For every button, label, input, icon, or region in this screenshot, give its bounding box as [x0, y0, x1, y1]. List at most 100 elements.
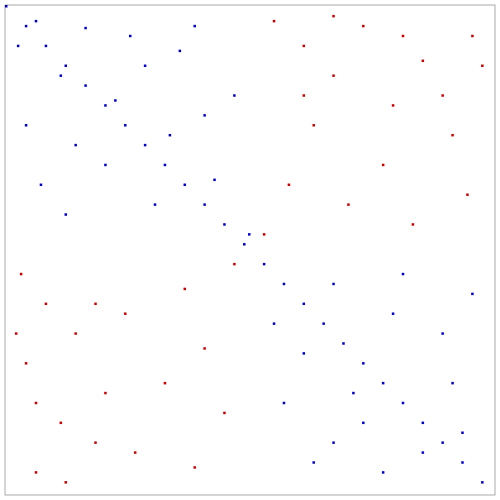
matrix-entry [133, 451, 137, 454]
matrix-entry [213, 178, 216, 182]
matrix-entry [64, 213, 68, 216]
matrix-entry [352, 391, 355, 395]
matrix-entry [471, 34, 474, 38]
matrix-entry [282, 282, 286, 286]
matrix-entry [233, 262, 236, 266]
matrix-entry [347, 203, 350, 206]
matrix-entry [401, 272, 405, 276]
matrix-entry [203, 114, 206, 117]
matrix-entry [59, 74, 63, 77]
matrix-entry [471, 292, 474, 296]
matrix-entry [312, 461, 315, 464]
matrix-entry [391, 104, 395, 107]
matrix-entry [24, 362, 28, 365]
matrix-entry [332, 14, 335, 18]
matrix-entry [287, 183, 291, 187]
matrix-entry [34, 19, 38, 23]
matrix-entry [322, 322, 325, 325]
matrix-entry [104, 391, 107, 395]
matrix-entry [104, 163, 107, 167]
matrix-entry [193, 466, 196, 469]
matrix-entry [193, 24, 196, 28]
matrix-entry [248, 233, 251, 236]
matrix-entry [451, 381, 454, 385]
matrix-entry [153, 203, 157, 206]
matrix-entry [302, 94, 306, 97]
matrix-entry [183, 183, 187, 187]
matrix-entry [24, 124, 28, 127]
matrix-entry [381, 381, 385, 385]
matrix-entry [461, 431, 464, 434]
matrix-entry [223, 223, 226, 226]
matrix-entry [124, 312, 127, 315]
matrix-entry [466, 193, 469, 196]
matrix-entry [332, 441, 335, 444]
matrix-entry [362, 421, 365, 425]
matrix-entry [16, 44, 20, 48]
matrix-entry [34, 471, 38, 474]
matrix-entry [332, 74, 335, 77]
matrix-entry [441, 94, 444, 97]
matrix-entry [128, 34, 132, 38]
matrix-entry [64, 481, 68, 484]
matrix-entry [481, 481, 484, 484]
matrix-entry [262, 262, 266, 266]
matrix-entry [114, 99, 117, 102]
matrix-entry [168, 133, 172, 137]
matrix-entry [481, 64, 484, 68]
matrix-entry [183, 287, 187, 291]
matrix-entry [94, 302, 97, 306]
matrix-entry [143, 64, 147, 68]
matrix-entry [39, 183, 43, 187]
matrix-entry [282, 401, 286, 405]
matrix-entry [421, 421, 425, 425]
matrix-entry [401, 401, 405, 405]
matrix-entry [451, 133, 454, 137]
matrix-entry [143, 143, 147, 147]
matrix-entry [401, 34, 405, 38]
matrix-entry [74, 332, 77, 335]
matrix-entry [34, 401, 38, 405]
matrix-entry [233, 94, 236, 97]
matrix-entry [163, 163, 167, 167]
matrix-entry [362, 362, 365, 365]
matrix-entry [332, 282, 335, 286]
matrix-entry [441, 441, 444, 444]
matrix-entry [421, 59, 425, 63]
matrix-entry [381, 163, 385, 167]
matrix-entry [163, 381, 167, 385]
matrix-entry [44, 302, 48, 306]
matrix-entry [14, 332, 18, 335]
matrix-entry [5, 5, 8, 8]
matrix-entry [262, 233, 266, 236]
matrix-entry [272, 322, 276, 325]
matrix-entry [302, 44, 306, 48]
matrix-entry [203, 347, 206, 350]
matrix-entry [94, 441, 97, 444]
matrix-entry [272, 19, 276, 23]
matrix-entry [104, 104, 107, 107]
matrix-entry [124, 124, 127, 127]
matrix-entry [461, 461, 464, 464]
matrix-entry [302, 352, 306, 355]
matrix-entry [381, 471, 385, 474]
plot-frame [4, 4, 496, 496]
matrix-entry [391, 312, 395, 315]
matrix-entry [441, 332, 444, 335]
matrix-entry [74, 143, 77, 147]
matrix-entry [342, 342, 345, 345]
matrix-entry [411, 223, 415, 226]
matrix-entry [64, 64, 68, 68]
matrix-entry [312, 124, 315, 127]
matrix-entry [59, 421, 63, 425]
matrix-entry [24, 24, 28, 28]
matrix-entry [178, 49, 182, 53]
matrix-entry [84, 26, 87, 30]
matrix-entry [19, 272, 23, 276]
matrix-entry [44, 44, 48, 48]
matrix-entry [421, 451, 425, 454]
matrix-entry [302, 302, 306, 306]
matrix-entry [223, 411, 226, 415]
matrix-entry [203, 203, 206, 206]
